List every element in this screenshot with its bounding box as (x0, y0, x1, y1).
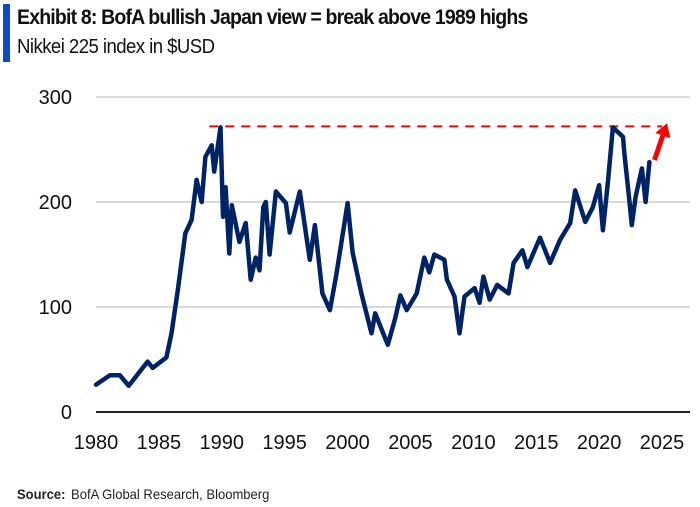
x-tick-label: 2025 (640, 432, 685, 454)
y-tick-label: 200 (39, 192, 72, 214)
source-label: Source: (17, 486, 66, 502)
x-tick-label: 1985 (137, 432, 182, 454)
y-tick-label: 100 (39, 297, 72, 319)
x-tick-label: 2010 (451, 432, 496, 454)
y-tick-label: 300 (39, 87, 72, 109)
x-tick-label: 1980 (74, 432, 119, 454)
y-tick-label: 0 (61, 402, 72, 424)
accent-bar (3, 4, 10, 62)
x-tick-label: 2015 (514, 432, 559, 454)
nikkei-series-line (93, 125, 652, 389)
chart: 0 100 200 300 1980 1985 1990 1995 2000 2005 2010 20… (39, 87, 690, 454)
arrow-up-icon (652, 134, 666, 161)
source-text: BofA Global Research, Bloomberg (71, 486, 270, 502)
arrow-head-icon (655, 123, 671, 139)
x-tick-label: 2005 (388, 432, 433, 454)
x-tick-label: 1990 (200, 432, 245, 454)
x-tick-label: 1995 (262, 432, 307, 454)
x-tick-label: 2020 (577, 432, 622, 454)
source-note: Source: BofA Global Research, Bloomberg (17, 486, 269, 502)
x-tick-label: 2000 (325, 432, 370, 454)
chart-title: Exhibit 8: BofA bullish Japan view = bre… (17, 6, 528, 29)
chart-subtitle: Nikkei 225 index in $USD (17, 36, 215, 58)
